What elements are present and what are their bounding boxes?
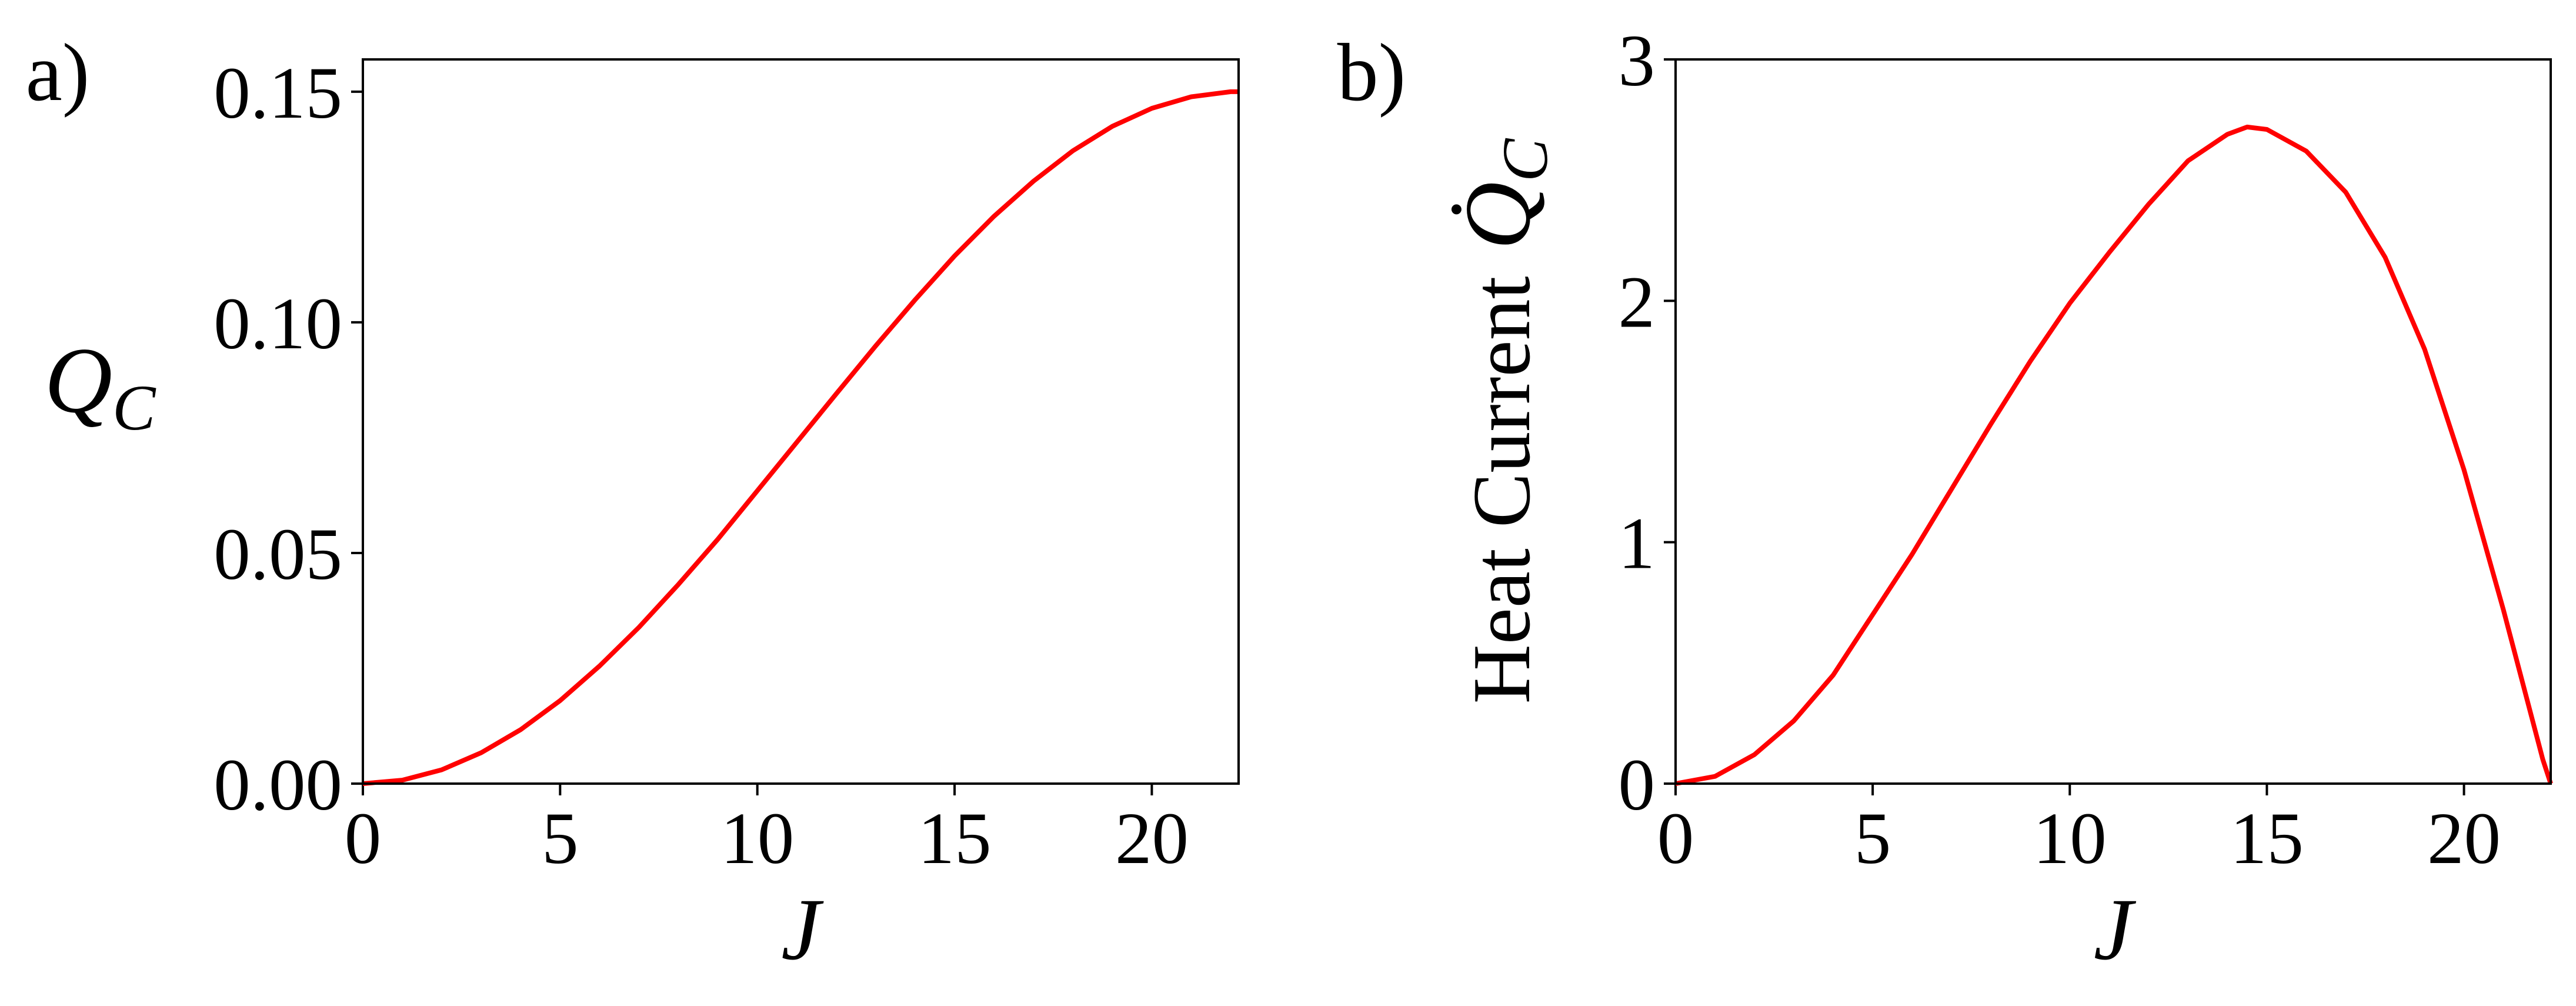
x-tick-label: 0 — [345, 798, 382, 880]
x-axis-label: J — [781, 881, 824, 978]
x-tick-label: 15 — [2230, 798, 2304, 880]
y-label-symbol: Q — [45, 328, 113, 432]
axes-frame — [362, 58, 1240, 785]
x-tick-label: 10 — [2033, 798, 2107, 880]
y-tick-label: 0.05 — [213, 514, 342, 595]
y-label-text: Heat Current — [1456, 276, 1547, 704]
data-line — [1675, 124, 2553, 786]
y-tick-label: 0.15 — [213, 53, 342, 134]
x-tick-label: 20 — [1115, 798, 1189, 880]
x-tick-label: 5 — [542, 798, 579, 880]
y-tick-label: 0.10 — [213, 284, 342, 365]
x-tick-label: 10 — [720, 798, 794, 880]
y-tick-label: 2 — [1619, 262, 1656, 343]
y-tick-label: 1 — [1619, 504, 1656, 585]
x-axis-label: J — [2094, 881, 2137, 978]
x-tick-label: 5 — [1854, 798, 1891, 880]
y-tick-label: 0.00 — [213, 745, 342, 826]
y-tick-label: 3 — [1619, 21, 1656, 102]
x-tick-label: 20 — [2427, 798, 2501, 880]
y-label-sub: C — [112, 372, 156, 444]
y-axis-label: QC — [45, 328, 157, 444]
data-line — [362, 89, 1239, 786]
panel-label: b) — [1337, 27, 1406, 118]
y-axis-label: Heat Current Q̇C — [1445, 138, 1561, 704]
y-tick-label: 0 — [1619, 745, 1656, 826]
x-tick-label: 15 — [918, 798, 992, 880]
y-label-sub: C — [1489, 138, 1561, 182]
x-tick-label: 0 — [1657, 798, 1694, 880]
panel-label: a) — [26, 27, 90, 118]
axes-frame — [1674, 58, 2552, 785]
y-label-symbol: Q̇ — [1445, 182, 1550, 250]
